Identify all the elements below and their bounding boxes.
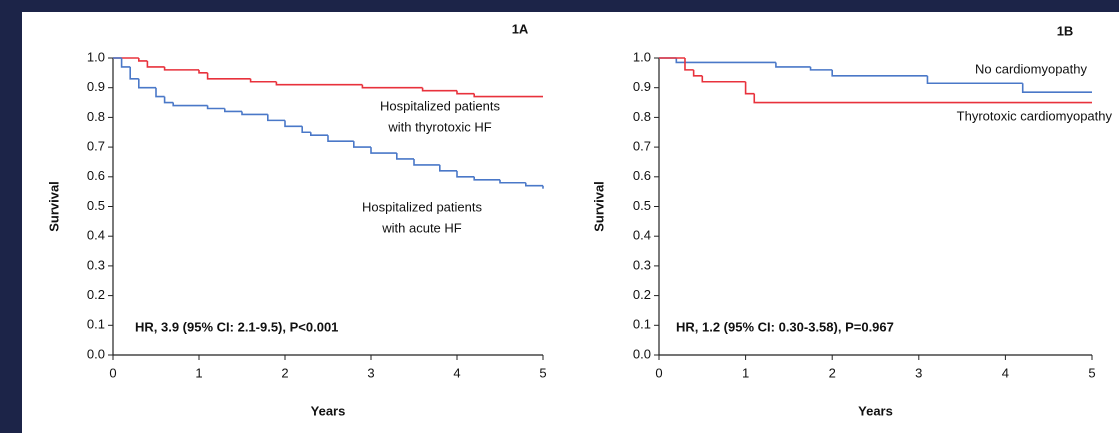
panel-background: [22, 12, 1119, 433]
series-label: Hospitalized patients: [362, 199, 482, 214]
x-tick-label: 2: [829, 365, 836, 380]
x-tick-label: 0: [109, 365, 116, 380]
y-tick-label: 0.2: [633, 287, 651, 302]
y-tick-label: 0.5: [87, 198, 105, 213]
y-tick-label: 0.4: [633, 228, 651, 243]
x-axis-label: Years: [311, 403, 346, 418]
y-tick-label: 0.1: [633, 317, 651, 332]
series-label: No cardiomyopathy: [975, 61, 1087, 76]
x-tick-label: 5: [539, 365, 546, 380]
y-tick-label: 0.2: [87, 287, 105, 302]
x-tick-label: 3: [367, 365, 374, 380]
x-tick-label: 1: [195, 365, 202, 380]
series-label: with acute HF: [381, 220, 462, 235]
series-label: with thyrotoxic HF: [387, 119, 491, 134]
hazard-ratio-note: HR, 1.2 (95% CI: 0.30-3.58), P=0.967: [676, 319, 894, 334]
y-tick-label: 0.0: [87, 346, 105, 361]
x-tick-label: 4: [453, 365, 460, 380]
x-tick-label: 3: [915, 365, 922, 380]
x-tick-label: 1: [742, 365, 749, 380]
y-tick-label: 1.0: [87, 49, 105, 64]
y-tick-label: 0.3: [87, 257, 105, 272]
y-tick-label: 0.1: [87, 317, 105, 332]
y-tick-label: 0.5: [633, 198, 651, 213]
y-tick-label: 0.4: [87, 228, 105, 243]
y-tick-label: 0.7: [633, 139, 651, 154]
hazard-ratio-note: HR, 3.9 (95% CI: 2.1-9.5), P<0.001: [135, 319, 338, 334]
x-tick-label: 0: [655, 365, 662, 380]
y-tick-label: 0.6: [87, 168, 105, 183]
figure: 1A Years Survival HR, 3.9 (95% CI: 2.1-9.5)…: [0, 0, 1119, 433]
x-axis-label: Years: [858, 403, 893, 418]
y-tick-label: 0.8: [87, 109, 105, 124]
y-tick-label: 0.3: [633, 257, 651, 272]
y-tick-label: 0.8: [633, 109, 651, 124]
x-tick-label: 2: [281, 365, 288, 380]
y-tick-label: 0.6: [633, 168, 651, 183]
x-tick-label: 4: [1002, 365, 1009, 380]
chart-title: 1B: [1057, 23, 1074, 38]
y-axis-label: Survival: [46, 181, 61, 232]
y-tick-label: 0.0: [633, 346, 651, 361]
y-tick-label: 1.0: [633, 49, 651, 64]
x-tick-label: 5: [1088, 365, 1095, 380]
chart-title: 1A: [512, 21, 529, 36]
y-tick-label: 0.7: [87, 139, 105, 154]
series-label: Thyrotoxic cardiomyopathy: [957, 108, 1113, 123]
y-tick-label: 0.9: [633, 79, 651, 94]
series-label: Hospitalized patients: [380, 98, 500, 113]
y-tick-label: 0.9: [87, 79, 105, 94]
y-axis-label: Survival: [591, 181, 606, 232]
